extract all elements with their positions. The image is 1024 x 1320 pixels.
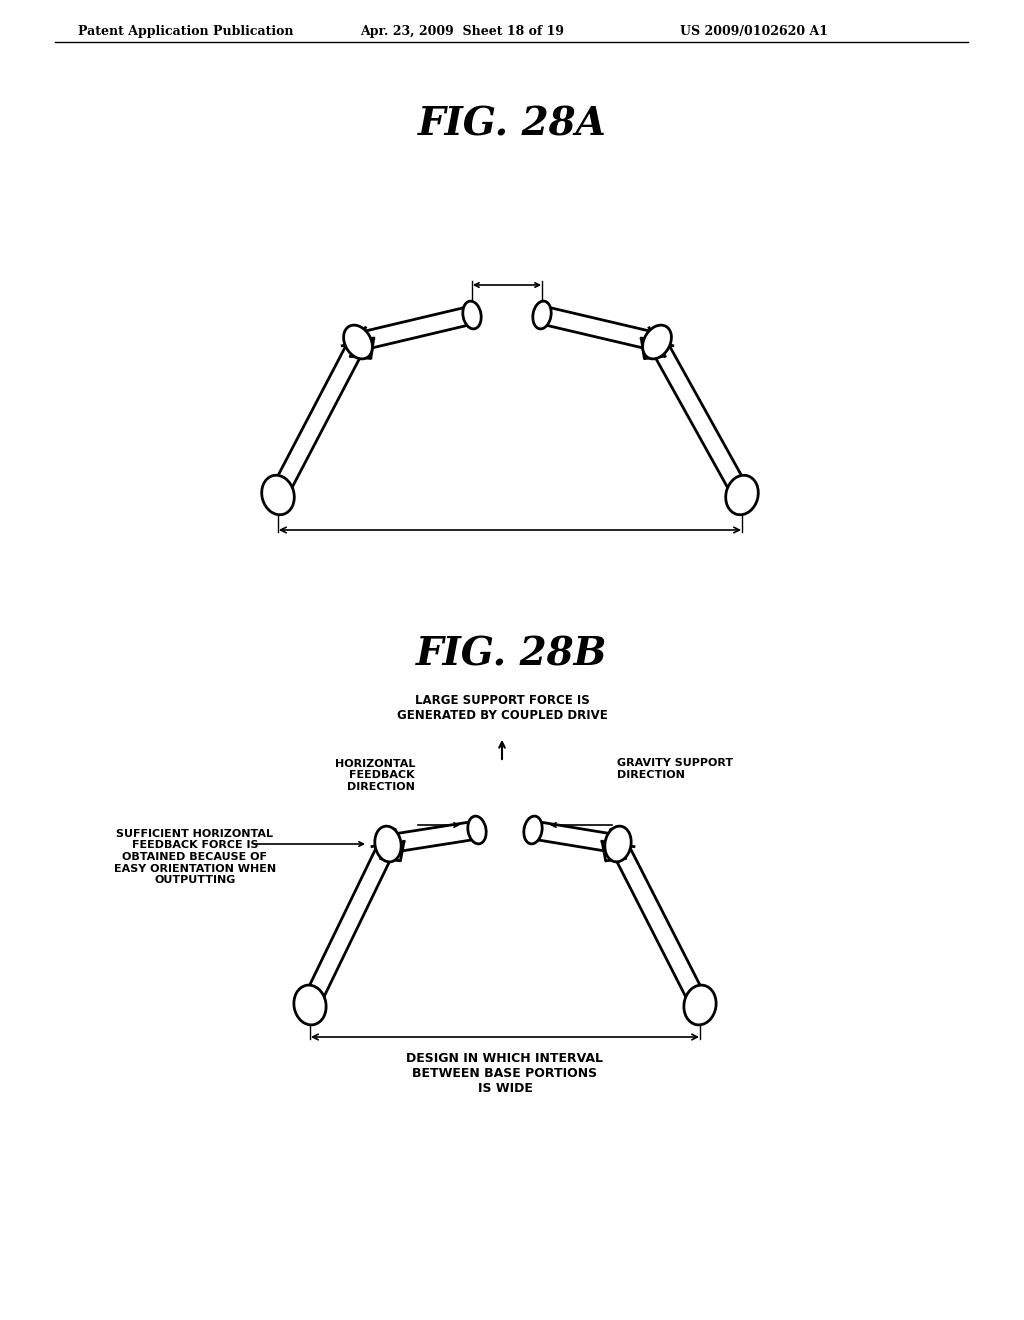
Ellipse shape bbox=[375, 826, 401, 862]
Ellipse shape bbox=[524, 816, 542, 843]
Text: FIG. 28A: FIG. 28A bbox=[418, 106, 606, 143]
Ellipse shape bbox=[726, 475, 759, 515]
Text: Apr. 23, 2009  Sheet 18 of 19: Apr. 23, 2009 Sheet 18 of 19 bbox=[360, 25, 564, 38]
Text: DESIGN IN WHICH INTERVAL
BETWEEN BASE PORTIONS
IS WIDE: DESIGN IN WHICH INTERVAL BETWEEN BASE PO… bbox=[407, 1052, 603, 1096]
Ellipse shape bbox=[643, 325, 672, 359]
Text: US 2009/0102620 A1: US 2009/0102620 A1 bbox=[680, 25, 828, 38]
Ellipse shape bbox=[468, 816, 486, 843]
Ellipse shape bbox=[262, 475, 294, 515]
Text: SUFFICIENT HORIZONTAL
FEEDBACK FORCE IS
OBTAINED BECAUSE OF
EASY ORIENTATION WHE: SUFFICIENT HORIZONTAL FEEDBACK FORCE IS … bbox=[114, 829, 276, 886]
Text: FIG. 28B: FIG. 28B bbox=[416, 635, 608, 673]
Ellipse shape bbox=[684, 985, 716, 1024]
Text: GRAVITY SUPPORT
DIRECTION: GRAVITY SUPPORT DIRECTION bbox=[617, 759, 733, 780]
Text: Patent Application Publication: Patent Application Publication bbox=[78, 25, 294, 38]
Text: LARGE SUPPORT FORCE IS
GENERATED BY COUPLED DRIVE: LARGE SUPPORT FORCE IS GENERATED BY COUP… bbox=[396, 694, 607, 722]
Ellipse shape bbox=[532, 301, 551, 329]
Ellipse shape bbox=[294, 985, 326, 1024]
Ellipse shape bbox=[344, 325, 373, 359]
Text: HORIZONTAL
FEEDBACK
DIRECTION: HORIZONTAL FEEDBACK DIRECTION bbox=[335, 759, 415, 792]
Ellipse shape bbox=[463, 301, 481, 329]
Ellipse shape bbox=[605, 826, 631, 862]
